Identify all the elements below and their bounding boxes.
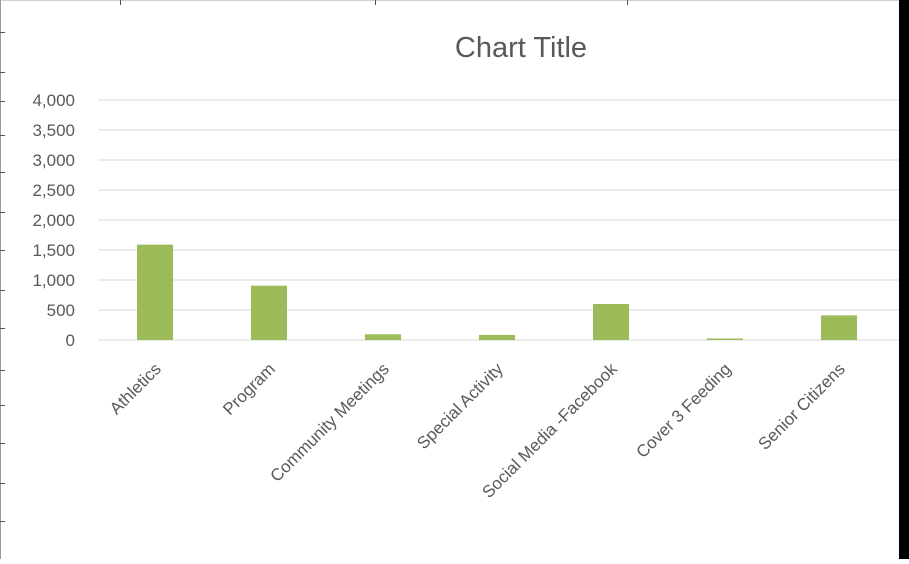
edge-tick	[0, 135, 5, 136]
y-tick-label: 3,000	[32, 151, 75, 170]
x-category-label: Cover 3 Feeding	[633, 359, 735, 461]
x-category-label: Senior Citizens	[755, 359, 849, 453]
bar	[707, 338, 743, 340]
edge-tick	[0, 328, 5, 329]
edge-tick	[0, 72, 5, 73]
edge-tick	[627, 0, 628, 5]
y-tick-label: 500	[47, 301, 75, 320]
bar	[251, 285, 287, 340]
bars	[137, 244, 857, 340]
y-tick-label: 1,000	[32, 271, 75, 290]
edge-tick	[0, 101, 5, 102]
gridlines	[98, 99, 899, 341]
x-category-label: Special Activity	[413, 359, 507, 453]
x-category-label: Athletics	[106, 359, 165, 418]
edge-tick	[120, 0, 121, 5]
edge-tick	[0, 370, 5, 371]
bar	[365, 334, 401, 340]
bar	[479, 334, 515, 340]
y-tick-label: 2,000	[32, 211, 75, 230]
chart-title: Chart Title	[455, 32, 587, 64]
y-tick-label: 1,500	[32, 241, 75, 260]
bar	[593, 304, 629, 340]
edge-tick	[0, 521, 5, 522]
x-category-label: Program	[219, 359, 279, 419]
x-category-label: Community Meetings	[266, 359, 392, 485]
edge-tick	[0, 32, 5, 33]
chart-left-border	[0, 0, 1, 559]
edge-tick	[0, 172, 5, 173]
edge-tick	[0, 212, 5, 213]
bar	[821, 315, 857, 340]
y-tick-label: 3,500	[32, 121, 75, 140]
edge-tick	[0, 443, 5, 444]
y-tick-label: 4,000	[32, 91, 75, 110]
edge-tick	[0, 483, 5, 484]
edge-tick	[0, 290, 5, 291]
chart-top-border	[0, 0, 899, 1]
edge-tick	[0, 250, 5, 251]
window-right-edge	[899, 0, 909, 559]
y-tick-label: 0	[66, 331, 75, 350]
edge-tick	[375, 0, 376, 5]
y-axis-tick-labels: 0 500 1,000 1,500 2,000 2,500 3,000 3,500 4,000	[32, 91, 75, 350]
bar	[137, 244, 173, 340]
x-category-label: Social Media -Facebook	[478, 359, 621, 502]
edge-tick	[0, 405, 5, 406]
y-tick-label: 2,500	[32, 181, 75, 200]
